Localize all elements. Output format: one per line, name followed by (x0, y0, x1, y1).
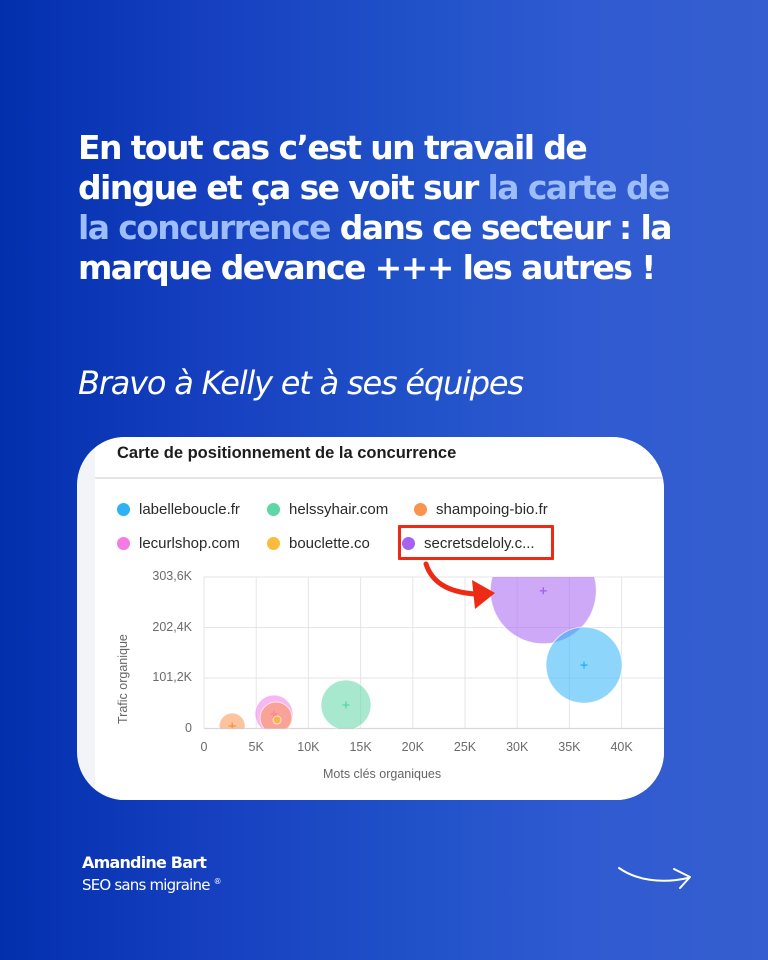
title-divider (95, 477, 664, 479)
headline-part1: En tout cas c’est un travail de dingue e… (78, 128, 588, 207)
chart-card: Carte de positionnement de la concurrenc… (77, 437, 664, 800)
x-axis-label: Mots clés organiques (323, 767, 442, 781)
chart-title: Carte de positionnement de la concurrenc… (117, 444, 457, 462)
legend-swatch (402, 537, 415, 550)
legend-item[interactable]: labelleboucle.fr (117, 501, 240, 518)
legend-label: shampoing-bio.fr (436, 501, 548, 518)
y-tick-label: 303,6K (152, 569, 192, 583)
bubble-center-marker (228, 722, 236, 729)
x-tick-label: 25K (453, 739, 477, 754)
bubble-center-marker (580, 661, 588, 669)
legend-label: secretsdeloly.c... (424, 535, 535, 552)
y-tick-label: 0 (185, 720, 192, 735)
legend-swatch (414, 503, 427, 516)
legend-item[interactable]: secretsdeloly.c... (402, 535, 535, 552)
bubble-center-marker (342, 701, 350, 709)
y-tick-label: 202,4K (152, 619, 192, 634)
legend-item[interactable]: bouclette.co (267, 535, 370, 552)
bubble-chart-plot (203, 561, 664, 739)
legend-item[interactable]: shampoing-bio.fr (414, 501, 548, 518)
x-tick-label: 30K (506, 739, 529, 754)
hand-drawn-arrow-right-icon[interactable] (616, 858, 696, 898)
bubble-center-marker (539, 587, 547, 595)
legend-swatch (117, 503, 130, 516)
x-tick-label: 15K (349, 739, 372, 754)
legend-label: lecurlshop.com (139, 535, 240, 552)
x-tick-label: 10K (297, 739, 320, 754)
legend-item[interactable]: helssyhair.com (267, 501, 388, 518)
legend-swatch (267, 537, 280, 550)
y-tick-label: 101,2K (152, 670, 192, 684)
annotation-arrow (423, 561, 495, 609)
bubble-center-marker (273, 716, 281, 724)
author-tagline: SEO sans migraine ® (82, 876, 222, 894)
legend-swatch (117, 537, 130, 550)
subline: Bravo à Kelly et à ses équipes (78, 364, 524, 402)
annotation-highlight-box (398, 525, 554, 560)
x-tick-label: 0 (200, 739, 208, 754)
headline-highlight: la carte de la concurrence (78, 168, 670, 247)
legend-label: labelleboucle.fr (139, 501, 240, 518)
y-axis-label: Trafic organique (116, 634, 130, 724)
x-tick-label: 20K (401, 739, 424, 754)
bubble[interactable] (218, 712, 246, 739)
x-tick-label: 35K (558, 739, 581, 754)
headline-part2: dans ce secteur : la marque devance +++ … (78, 208, 673, 287)
legend-item[interactable]: lecurlshop.com (117, 535, 240, 552)
x-tick-label: 40K (610, 739, 633, 754)
headline: En tout cas c’est un travail de dingue e… (78, 128, 698, 288)
tagline-text: SEO sans migraine (82, 876, 210, 894)
registered-mark: ® (213, 877, 222, 886)
author-name: Amandine Bart (82, 853, 207, 872)
x-tick-label: 5K (248, 739, 264, 754)
legend-swatch (267, 503, 280, 516)
legend-label: bouclette.co (289, 535, 370, 552)
legend-label: helssyhair.com (289, 501, 389, 518)
